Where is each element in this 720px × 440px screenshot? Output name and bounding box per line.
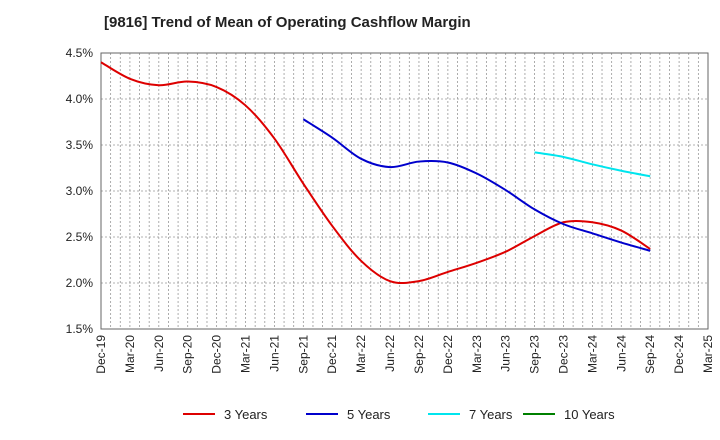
x-tick-label: Dec-20 — [210, 335, 224, 374]
x-tick-label: Sep-24 — [643, 335, 657, 374]
series-line-5-years — [302, 118, 651, 252]
x-tick-label: Dec-23 — [556, 335, 570, 374]
x-tick-label: Sep-23 — [528, 335, 542, 374]
x-tick-label: Dec-24 — [672, 335, 686, 374]
x-tick-label: Mar-25 — [701, 335, 715, 373]
y-tick-label: 4.5% — [66, 46, 94, 60]
legend-label: 3 Years — [224, 407, 268, 422]
x-tick-label: Sep-22 — [412, 335, 426, 374]
x-tick-label: Dec-19 — [94, 335, 108, 374]
chart-title: [9816] Trend of Mean of Operating Cashfl… — [104, 14, 471, 31]
y-tick-label: 4.0% — [66, 92, 94, 106]
x-tick-label: Jun-23 — [499, 335, 513, 372]
x-tick-label: Mar-22 — [354, 335, 368, 373]
x-tick-label: Mar-21 — [239, 335, 253, 373]
x-tick-label: Jun-24 — [614, 335, 628, 372]
x-tick-label: Mar-23 — [470, 335, 484, 373]
x-tick-label: Dec-22 — [441, 335, 455, 374]
plot-border — [100, 52, 709, 330]
y-tick-label: 3.5% — [66, 138, 94, 152]
legend-label: 7 Years — [469, 407, 513, 422]
y-tick-label: 2.5% — [66, 230, 94, 244]
legend-label: 10 Years — [564, 407, 615, 422]
plot-area — [101, 53, 708, 329]
y-tick-label: 3.0% — [66, 184, 94, 198]
y-tick-label: 2.0% — [66, 276, 94, 290]
x-tick-label: Sep-21 — [296, 335, 310, 374]
x-tick-label: Sep-20 — [181, 335, 195, 374]
x-tick-label: Dec-21 — [325, 335, 339, 374]
series-line-7-years — [534, 151, 651, 178]
x-tick-label: Jun-21 — [267, 335, 281, 372]
y-tick-label: 1.5% — [66, 322, 94, 336]
x-tick-label: Mar-24 — [585, 335, 599, 373]
x-tick-label: Jun-20 — [152, 335, 166, 372]
x-tick-label: Jun-22 — [383, 335, 397, 372]
x-tick-label: Mar-20 — [123, 335, 137, 373]
legend-label: 5 Years — [347, 407, 391, 422]
